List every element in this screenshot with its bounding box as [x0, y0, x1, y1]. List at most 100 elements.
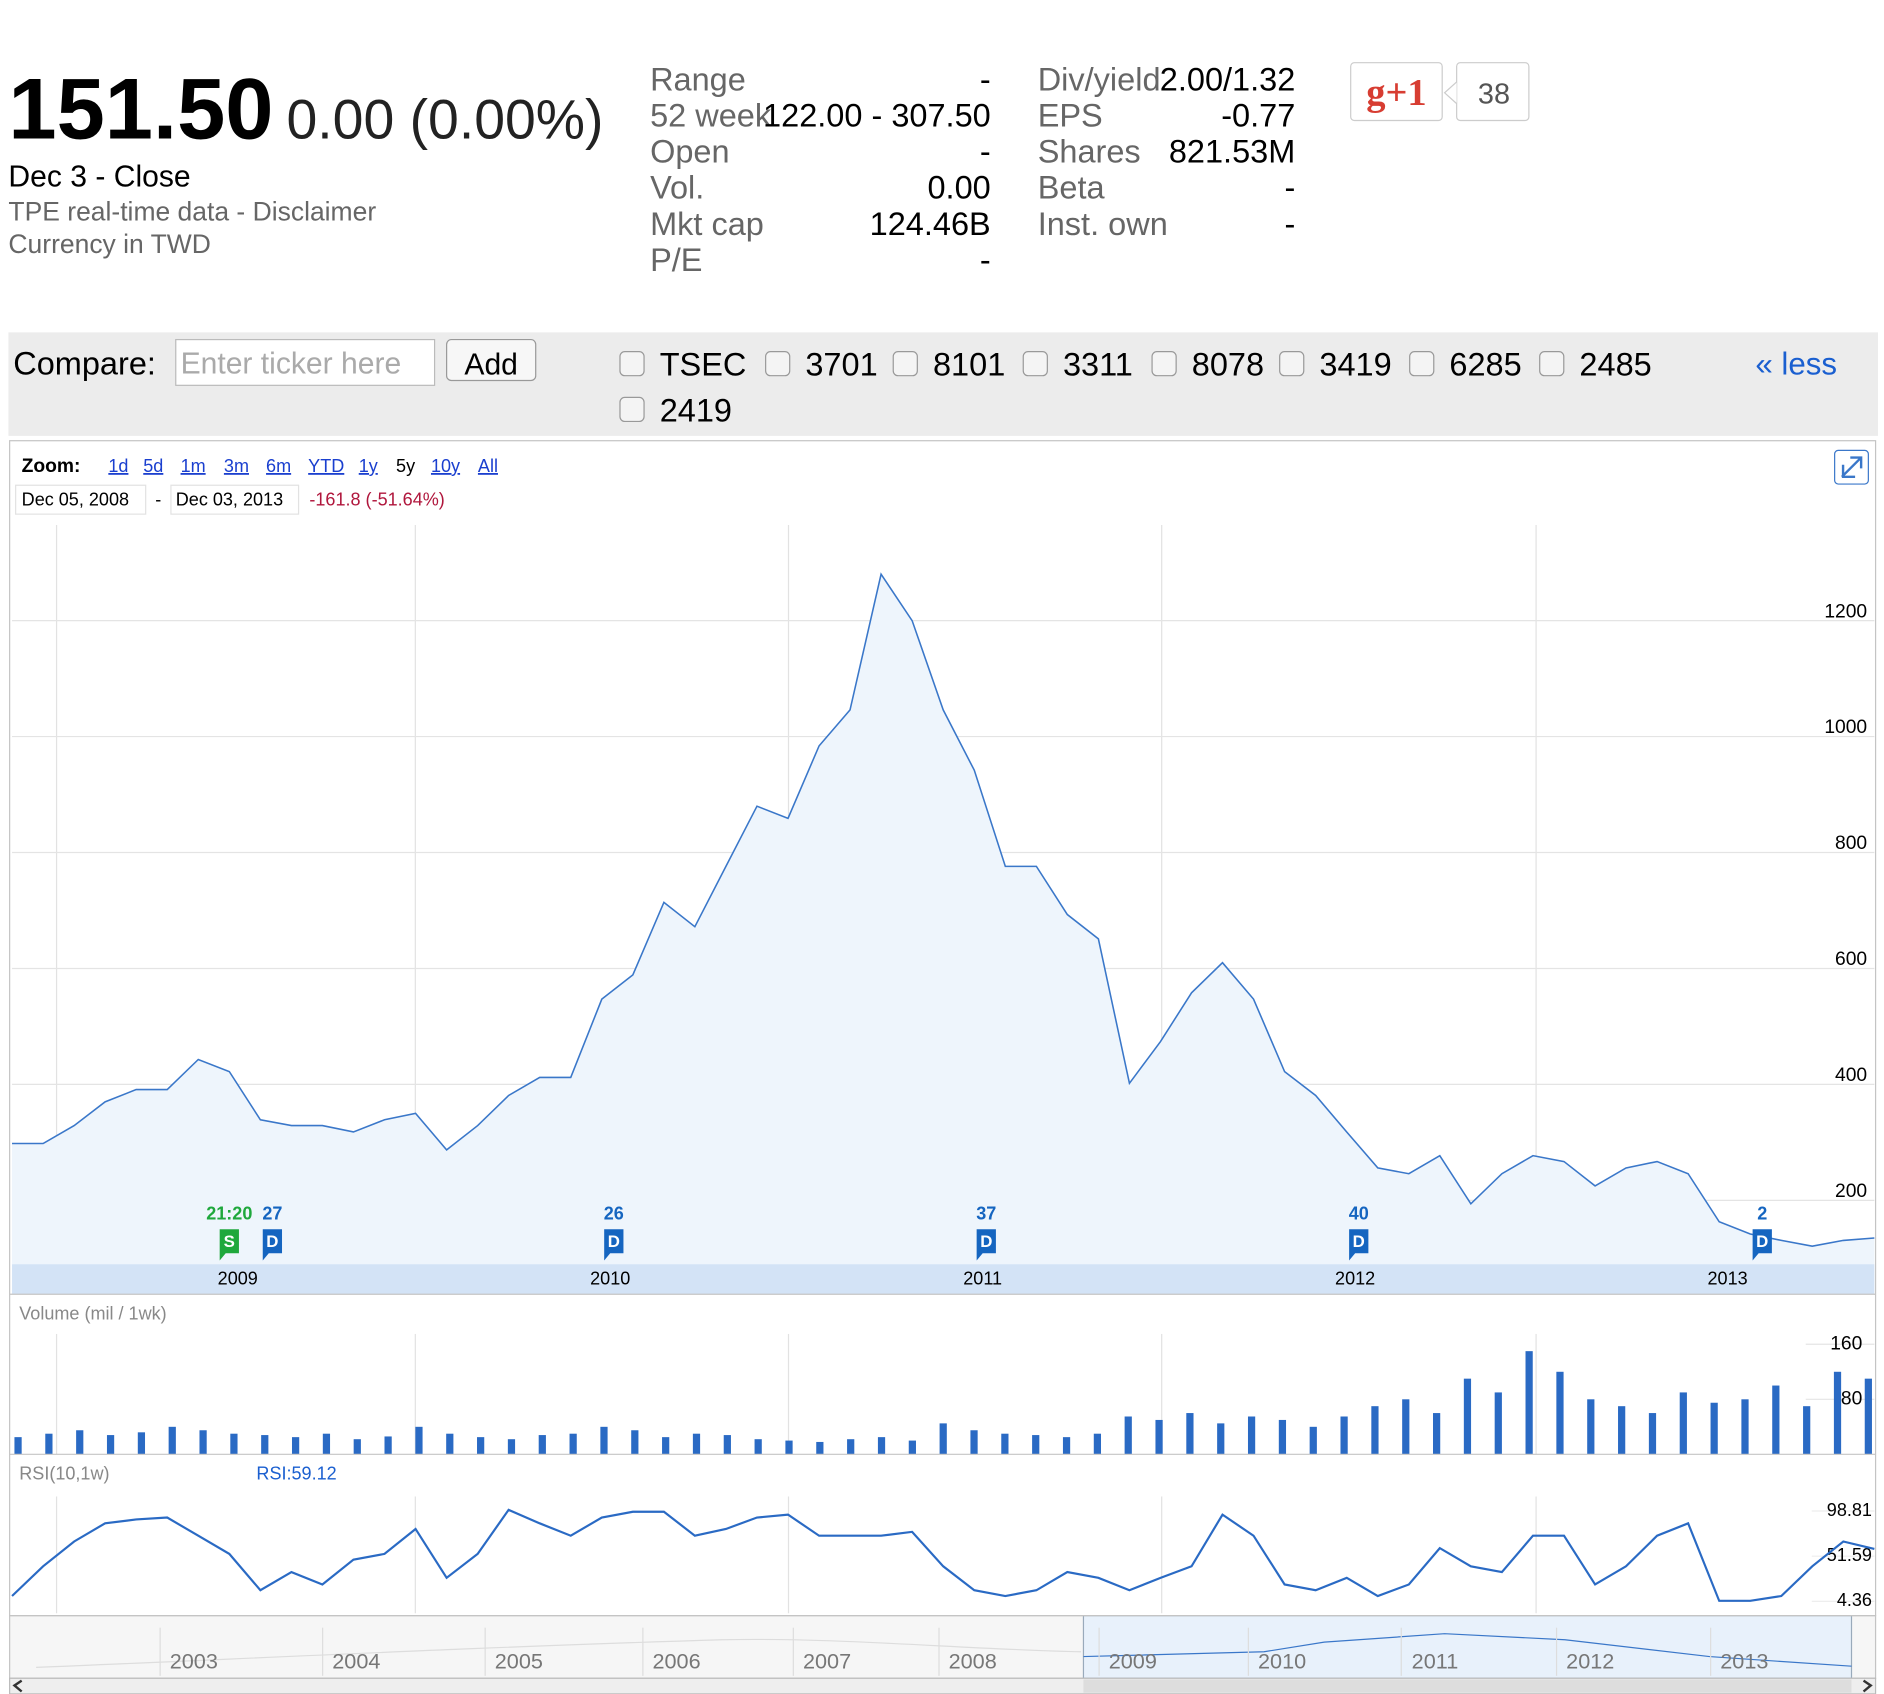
price-change: 0.00 (0.00%) — [287, 89, 604, 151]
ticker-checkbox[interactable] — [892, 351, 918, 377]
volume-bar — [353, 1439, 361, 1455]
ticker-checkbox[interactable] — [1279, 351, 1305, 377]
y-tick-label: 800 — [1835, 833, 1867, 854]
scroll-left[interactable] — [12, 1679, 23, 1693]
year-band — [12, 1264, 1875, 1295]
volume-bar — [1525, 1351, 1533, 1455]
volume-bar — [291, 1437, 300, 1455]
end-date-box[interactable] — [170, 484, 300, 515]
year-label: 2009 — [218, 1269, 258, 1289]
volume-bar — [1679, 1392, 1687, 1455]
ticker-checkbox[interactable] — [1539, 351, 1565, 377]
start-date-box[interactable] — [15, 484, 147, 515]
zoom-option[interactable]: YTD — [308, 456, 344, 476]
volume-bar — [538, 1435, 546, 1455]
event-flag[interactable] — [1752, 1229, 1772, 1261]
y-tick-label: 160 — [1830, 1333, 1862, 1354]
volume-bar — [168, 1426, 176, 1455]
ticker-checkbox[interactable] — [619, 396, 645, 423]
stat-label: Vol. — [650, 170, 704, 206]
stat-value: 122.00 - 307.50 — [763, 98, 991, 134]
scroll-right[interactable] — [1862, 1679, 1873, 1693]
ticker-checkbox[interactable] — [1409, 351, 1435, 377]
ticker-checkbox[interactable] — [765, 351, 791, 377]
stat-label: P/E — [650, 242, 702, 278]
volume-bar — [1340, 1416, 1348, 1455]
ticker-label[interactable]: 3701 — [805, 347, 877, 383]
zoom-option[interactable]: All — [478, 456, 498, 476]
rsi-line — [11, 1508, 1875, 1602]
plus-one-button[interactable] — [1350, 62, 1443, 122]
volume-bar — [106, 1435, 115, 1455]
volume-bar — [754, 1439, 762, 1455]
event-flag[interactable] — [976, 1229, 996, 1261]
stat-value: 821.53M — [1169, 134, 1295, 170]
stat-label: Inst. own — [1038, 206, 1168, 242]
ticker-checkbox[interactable] — [619, 351, 645, 377]
scroll-thumb[interactable] — [1083, 1679, 1852, 1693]
zoom-option[interactable]: 1m — [181, 456, 206, 476]
volume-bar — [1803, 1406, 1811, 1455]
navigator-window[interactable] — [1082, 1615, 1853, 1679]
stat-label: Shares — [1038, 134, 1141, 170]
ticker-label[interactable]: 3311 — [1063, 347, 1133, 383]
zoom-option[interactable]: 1y — [359, 456, 378, 476]
less-link[interactable]: « less — [1755, 346, 1837, 381]
ticker-checkbox[interactable] — [1022, 351, 1048, 377]
stat-value: - — [980, 61, 991, 97]
ticker-placeholder: Enter ticker here — [181, 347, 402, 380]
ticker-label[interactable]: 3419 — [1319, 347, 1391, 383]
event-count: 37 — [976, 1204, 996, 1224]
event-flag[interactable] — [262, 1229, 283, 1261]
stat-value: 2.00/1.32 — [1160, 61, 1296, 97]
ticker-label[interactable]: 8101 — [933, 347, 1005, 383]
volume-bar — [1587, 1399, 1595, 1455]
volume-bar — [1648, 1413, 1657, 1455]
zoom-option[interactable]: 5d — [143, 456, 163, 476]
zoom-option[interactable]: 10y — [431, 456, 460, 476]
volume-bar — [477, 1437, 485, 1455]
navigator-year: 2006 — [652, 1648, 700, 1673]
event-flag[interactable] — [219, 1229, 239, 1261]
ticker-label[interactable]: 8078 — [1192, 347, 1264, 383]
navigator-year: 2007 — [803, 1648, 851, 1673]
stat-value: - — [1284, 170, 1295, 206]
ticker-label[interactable]: 6285 — [1449, 347, 1521, 383]
ticker-checkbox[interactable] — [1151, 351, 1177, 377]
event-flag[interactable] — [604, 1229, 624, 1261]
event-flag[interactable] — [1349, 1229, 1369, 1261]
volume-bar — [507, 1439, 516, 1455]
volume-bar — [1217, 1423, 1225, 1455]
volume-bar — [1124, 1416, 1132, 1455]
stat-value: 124.46B — [870, 206, 991, 242]
navigator-year: 2008 — [949, 1648, 997, 1673]
ticker-input[interactable] — [175, 338, 436, 386]
year-label: 2012 — [1335, 1269, 1375, 1289]
ticker-label[interactable]: 2419 — [660, 392, 732, 428]
y-tick-label: 200 — [1835, 1181, 1867, 1202]
volume-bar — [1710, 1402, 1718, 1455]
volume-bar — [384, 1436, 392, 1455]
volume-bar — [1864, 1378, 1872, 1455]
volume-bar — [631, 1430, 639, 1455]
zoom-option[interactable]: 5y — [396, 456, 415, 476]
volume-bar — [1155, 1419, 1163, 1455]
navigator-year: 2009 — [1109, 1648, 1157, 1673]
add-button[interactable] — [446, 338, 537, 382]
rsi-legend: RSI:59.12 — [256, 1464, 336, 1484]
volume-bar — [1494, 1392, 1502, 1455]
zoom-option[interactable]: 3m — [224, 456, 249, 476]
stat-label: Div/yield — [1038, 61, 1161, 97]
zoom-option[interactable]: 6m — [266, 456, 291, 476]
navigator-year: 2003 — [170, 1648, 218, 1673]
event-count: 27 — [262, 1204, 282, 1224]
ticker-label[interactable]: TSEC — [660, 347, 747, 383]
volume-bar — [1247, 1416, 1256, 1455]
navigator-history — [36, 1638, 1082, 1669]
event-letter: D — [608, 1232, 620, 1251]
zoom-option[interactable]: 1d — [108, 456, 128, 476]
ticker-label[interactable]: 2485 — [1579, 347, 1651, 383]
volume-bar — [1772, 1385, 1780, 1455]
volume-bar — [1463, 1378, 1472, 1455]
